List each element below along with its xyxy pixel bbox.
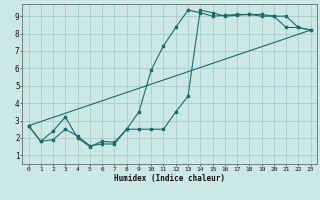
X-axis label: Humidex (Indice chaleur): Humidex (Indice chaleur)	[114, 174, 225, 183]
